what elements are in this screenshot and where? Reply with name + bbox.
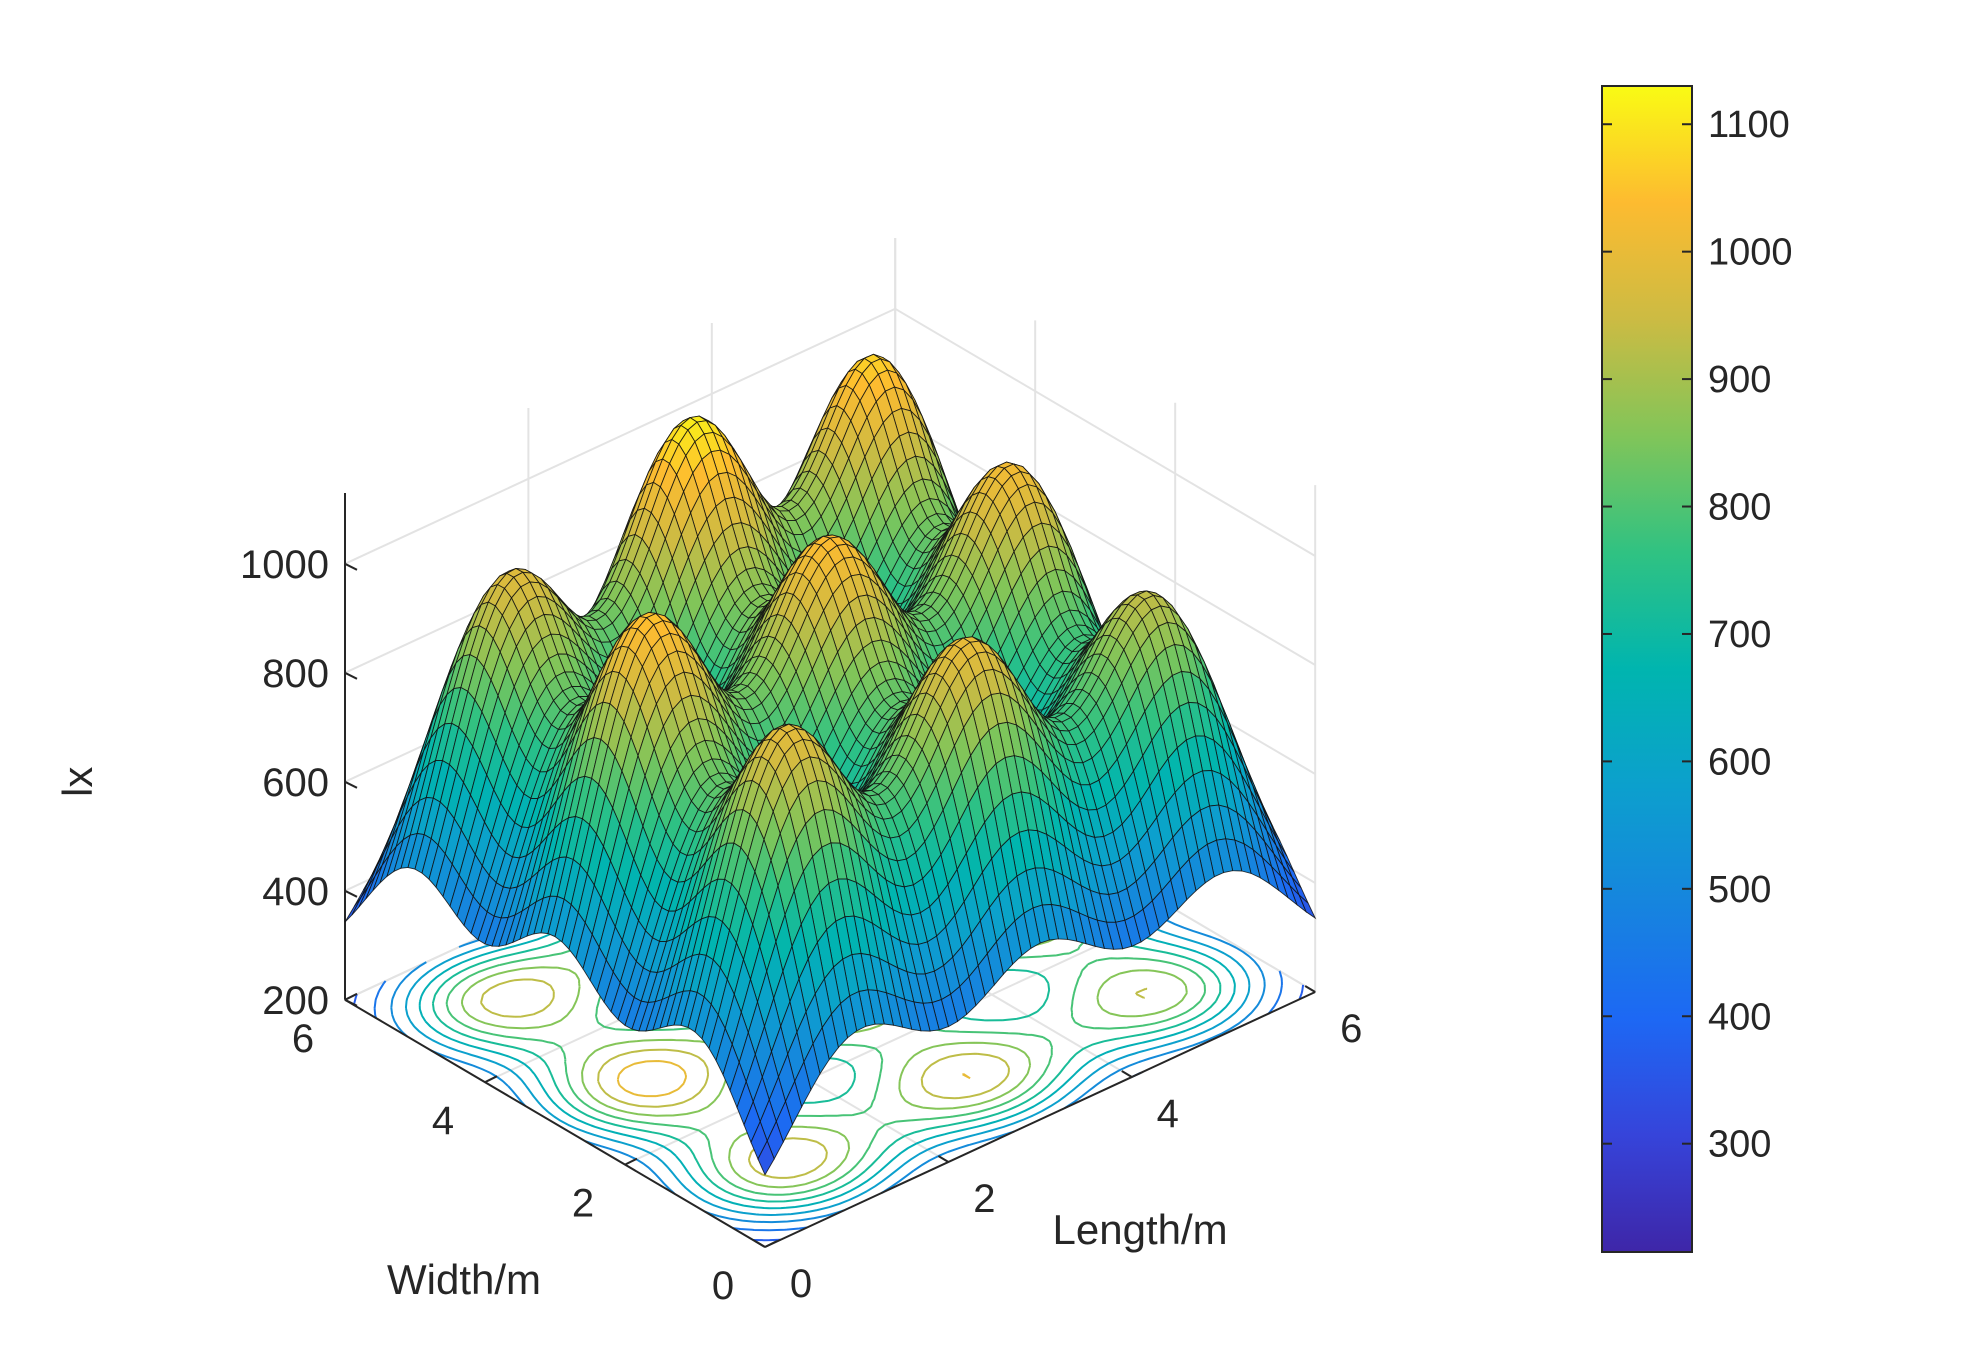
y-axis-line bbox=[344, 998, 766, 1248]
grid-line bbox=[624, 908, 1176, 1166]
colorbar-tick-label: 800 bbox=[1708, 487, 1771, 529]
x-tick-label: 2 bbox=[973, 1177, 995, 1221]
z-axis-label: lx bbox=[54, 767, 101, 797]
z-tick bbox=[344, 780, 358, 789]
colorbar-tick-label: 500 bbox=[1708, 869, 1771, 911]
z-tick bbox=[344, 998, 358, 1007]
z-tick-label: 600 bbox=[262, 761, 329, 805]
z-tick bbox=[344, 671, 358, 680]
y-tick bbox=[484, 1075, 498, 1084]
grid-line bbox=[894, 307, 1316, 557]
surface-patch bbox=[351, 886, 369, 916]
x-tick bbox=[1121, 1070, 1133, 1078]
y-tick bbox=[624, 1157, 638, 1166]
colorbar-tick-label: 400 bbox=[1708, 996, 1771, 1038]
y-tick bbox=[764, 1240, 778, 1248]
y-axis-label: Width/m bbox=[387, 1256, 541, 1303]
surface-mesh bbox=[344, 353, 1317, 1176]
grid-line bbox=[344, 307, 896, 565]
z-tick-label: 800 bbox=[262, 652, 329, 696]
axis-labels: Length/m Width/m lx bbox=[54, 767, 1228, 1304]
y-tick bbox=[344, 992, 358, 1001]
colorbar-tick-label: 900 bbox=[1708, 359, 1771, 401]
colorbar-tick-label: 600 bbox=[1708, 741, 1771, 783]
colorbar-tick-label: 700 bbox=[1708, 614, 1771, 656]
surface-patch bbox=[757, 1139, 775, 1176]
grid-line bbox=[894, 416, 1316, 666]
x-axis-line bbox=[764, 991, 1316, 1248]
x-axis-label: Length/m bbox=[1053, 1206, 1228, 1253]
y-tick-label: 4 bbox=[432, 1099, 454, 1143]
z-tick bbox=[344, 562, 358, 571]
x-tick-label: 6 bbox=[1340, 1007, 1362, 1051]
z-tick-label: 200 bbox=[262, 979, 329, 1023]
z-tick-label: 1000 bbox=[240, 543, 329, 587]
z-tick bbox=[344, 889, 358, 898]
colorbar-tick-label: 300 bbox=[1708, 1124, 1771, 1166]
colorbar-tick-label: 1100 bbox=[1708, 104, 1790, 146]
x-tick bbox=[754, 1240, 766, 1248]
x-tick bbox=[937, 1155, 949, 1163]
y-tick-label: 0 bbox=[712, 1264, 734, 1308]
colorbar-bar bbox=[1601, 85, 1693, 1253]
colorbar-tick-label: 1000 bbox=[1708, 232, 1793, 274]
y-tick-label: 2 bbox=[572, 1182, 594, 1226]
z-tick-label: 400 bbox=[262, 870, 329, 914]
x-tick-label: 0 bbox=[790, 1262, 812, 1306]
colorbar: 300 400 500 600 700 800 900 1000 1100 bbox=[1601, 85, 1793, 1253]
y-tick-label: 6 bbox=[292, 1017, 314, 1061]
x-tick-label: 4 bbox=[1157, 1092, 1179, 1136]
x-tick bbox=[1304, 985, 1316, 993]
